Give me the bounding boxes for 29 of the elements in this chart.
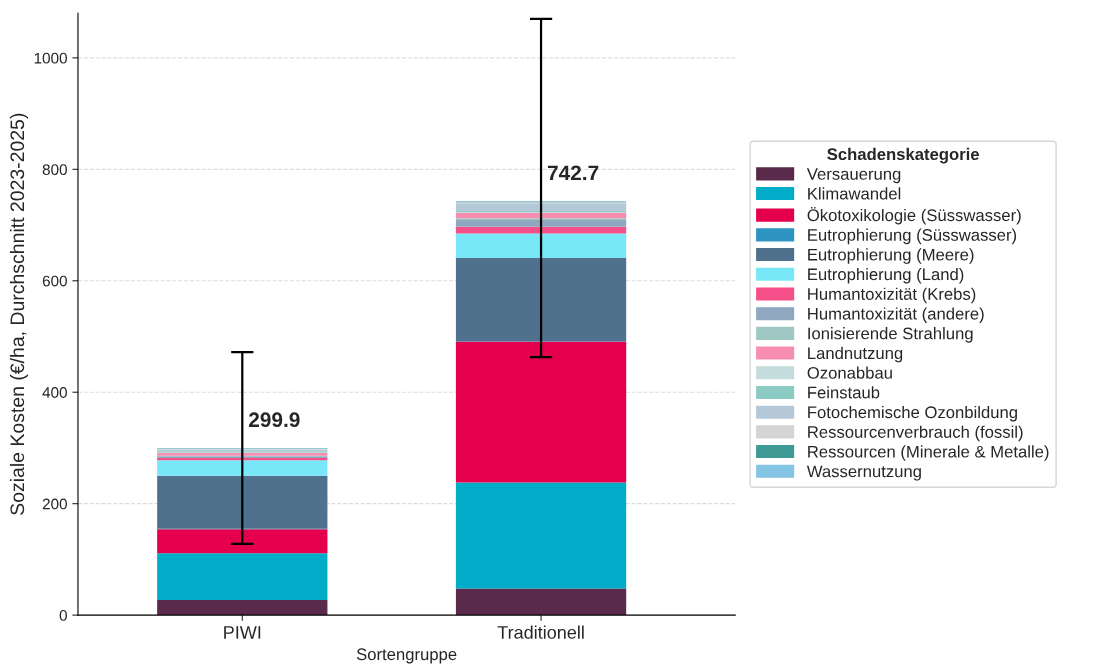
legend-label: Ressourcenverbrauch (fossil) bbox=[808, 425, 1023, 442]
legend-label: Eutrophierung (Land) bbox=[808, 268, 964, 284]
legend-label: Klimawandel bbox=[808, 187, 901, 200]
y-tick-label: 0 bbox=[59, 609, 67, 621]
legend-title: Schadenskategorie bbox=[827, 147, 979, 164]
legend-label: Feinstaub bbox=[808, 386, 880, 399]
legend-label: Versauerung bbox=[806, 168, 901, 184]
y-tick-label: 400 bbox=[42, 387, 67, 398]
legend-label: Landnutzung bbox=[808, 346, 903, 363]
legend-label: Eutrophierung (Süsswasser) bbox=[808, 228, 1017, 245]
y-tick-label: 600 bbox=[42, 275, 67, 287]
legend-label: Wassernutzung bbox=[806, 465, 921, 481]
legend-label: Ionisierende Strahlung bbox=[808, 327, 973, 343]
legend-label: Humantoxizität (andere) bbox=[808, 307, 984, 323]
legend-label: Ressourcen (Minerale & Metalle) bbox=[808, 445, 1049, 461]
legend-label: Humantoxizität (Krebs) bbox=[808, 287, 976, 304]
y-tick-label: 800 bbox=[42, 164, 67, 176]
x-tick-label: Traditionell bbox=[497, 625, 584, 639]
y-tick-label: 1000 bbox=[34, 52, 67, 64]
y-tick-label: 200 bbox=[42, 498, 67, 510]
legend-label: Ozonabbau bbox=[807, 366, 892, 379]
total-label: 742.7 bbox=[547, 165, 599, 181]
legend-label: Ökotoxikologie (Süsswasser) bbox=[807, 207, 1021, 225]
legend-label: Eutrophierung (Meere) bbox=[808, 248, 974, 264]
total-label: 299.9 bbox=[248, 412, 300, 428]
x-tick-label: PIWI bbox=[224, 626, 261, 639]
legend-label: Fotochemische Ozonbildung bbox=[808, 405, 1017, 422]
x-axis-title: Sortengruppe bbox=[356, 648, 457, 664]
y-axis-title: Soziale Kosten (€/ha, Durchschnitt 2023-2025) bbox=[9, 113, 29, 515]
